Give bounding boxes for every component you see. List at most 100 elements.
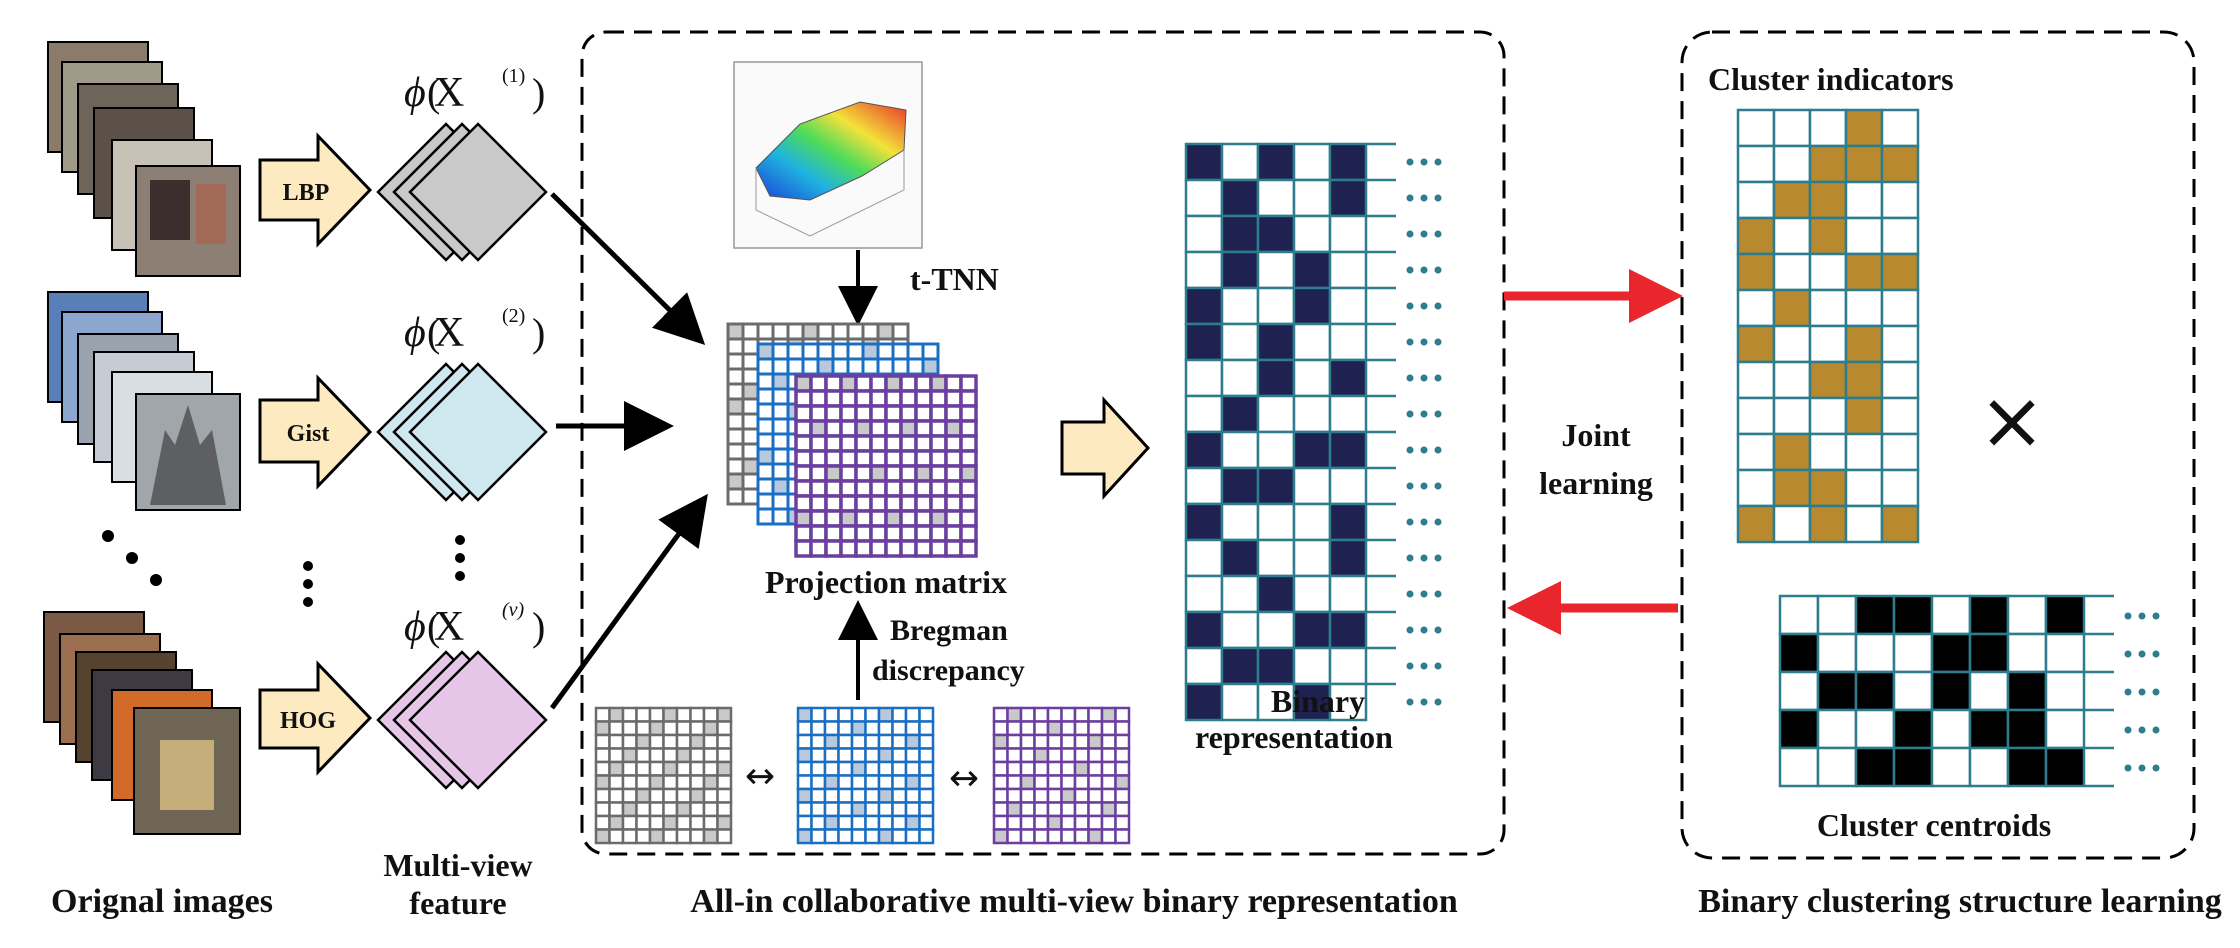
grid-cell <box>992 828 1009 845</box>
grid-cell <box>899 389 918 408</box>
grid-cell <box>823 814 840 831</box>
grid-cell <box>992 747 1009 764</box>
grid-cell <box>1184 286 1224 326</box>
grid-cell <box>992 706 1009 723</box>
grid-cell <box>621 801 638 818</box>
phi-label-2: ϕ ( X (2) ) <box>404 305 545 356</box>
grid-cell <box>689 774 706 791</box>
grid-cell <box>1930 670 1972 712</box>
grid-cell <box>1292 574 1332 614</box>
grid-cell <box>824 374 843 393</box>
grid-cell <box>1772 252 1812 292</box>
grid-cell <box>1100 774 1117 791</box>
grid-cell <box>1292 502 1332 542</box>
ellipsis-dot <box>1406 266 1414 274</box>
ellipsis-dot <box>1406 554 1414 562</box>
grid-cell <box>810 787 827 804</box>
grid-cell <box>1930 746 1972 788</box>
grid-cell <box>1220 610 1260 650</box>
grid-cell <box>1292 430 1332 470</box>
grid-cell <box>891 828 908 845</box>
grid-cell <box>1087 747 1104 764</box>
grid-cell <box>850 720 867 737</box>
grid-cell <box>864 801 881 818</box>
grid-cell <box>837 733 854 750</box>
grid-cell <box>810 720 827 737</box>
grid-cell <box>1060 787 1077 804</box>
grid-cell <box>944 449 963 468</box>
grid-cell <box>662 787 679 804</box>
grid-cell <box>621 720 638 737</box>
ellipsis-dot <box>1434 518 1442 526</box>
ellipsis-dot <box>2152 764 2160 772</box>
grid-cell <box>716 720 733 737</box>
grid-cell <box>1220 178 1260 218</box>
grid-cell <box>929 524 948 543</box>
grid-cell <box>1880 468 1920 508</box>
grid-cell <box>1220 358 1260 398</box>
grid-cell <box>854 374 873 393</box>
grid-cell <box>741 472 760 491</box>
grid-cell <box>854 524 873 543</box>
grid-cell <box>831 322 850 341</box>
grid-cell <box>1328 214 1368 254</box>
grid-cell <box>850 706 867 723</box>
grid-cell <box>1328 502 1368 542</box>
grid-cell <box>918 814 935 831</box>
grid-cell <box>1736 144 1776 184</box>
grid-cell <box>824 524 843 543</box>
grid-cell <box>741 457 760 476</box>
grid-cell <box>944 434 963 453</box>
grid-cell <box>726 472 745 491</box>
grid-cell <box>608 814 625 831</box>
projection-matrix-stack <box>726 322 978 558</box>
grid-cell <box>891 787 908 804</box>
grid-cell <box>1019 733 1036 750</box>
ellipsis-dot <box>2138 764 2146 772</box>
grid-cell <box>869 539 888 558</box>
grid-cell <box>1292 142 1332 182</box>
grid-cell <box>959 434 978 453</box>
grid-cell <box>1808 504 1848 544</box>
grid-cell <box>741 442 760 461</box>
grid-cell <box>877 720 894 737</box>
grid-cell <box>1292 466 1332 506</box>
arrows-to-projection <box>549 192 708 710</box>
grid-cell <box>662 828 679 845</box>
grid-cell <box>884 419 903 438</box>
grid-cell <box>648 801 665 818</box>
arrow-gist: Gist <box>258 374 373 490</box>
grid-cell <box>1046 706 1063 723</box>
grid-cell <box>1019 774 1036 791</box>
grid-cell <box>756 447 775 466</box>
grid-cell <box>839 494 858 513</box>
grid-cell <box>1930 708 1972 750</box>
grid-cell <box>1772 432 1812 472</box>
discrepancy-label: discrepancy <box>872 654 1025 687</box>
grid-cell <box>741 367 760 386</box>
grid-cell <box>716 801 733 818</box>
grid-cell <box>726 427 745 446</box>
grid-cell <box>1100 733 1117 750</box>
grid-cell <box>1256 646 1296 686</box>
ellipsis-dot <box>1434 230 1442 238</box>
grid-cell <box>809 434 828 453</box>
grid-cell <box>1114 787 1131 804</box>
grid-cell <box>689 787 706 804</box>
grid-cell <box>921 342 940 361</box>
grid-cell <box>1844 288 1884 328</box>
grid-cell <box>1256 574 1296 614</box>
grid-cell <box>1736 432 1776 472</box>
grid-cell <box>1033 828 1050 845</box>
grid-cell <box>621 706 638 723</box>
grid-cell <box>1046 720 1063 737</box>
grid-cell <box>929 464 948 483</box>
grid-cell <box>929 404 948 423</box>
grid-cell <box>689 814 706 831</box>
grid-cell <box>891 342 910 361</box>
grid-cell <box>846 342 865 361</box>
grid-cell <box>876 357 895 376</box>
grid-cell <box>906 342 925 361</box>
grid-cell <box>771 402 790 421</box>
grid-cell <box>914 539 933 558</box>
